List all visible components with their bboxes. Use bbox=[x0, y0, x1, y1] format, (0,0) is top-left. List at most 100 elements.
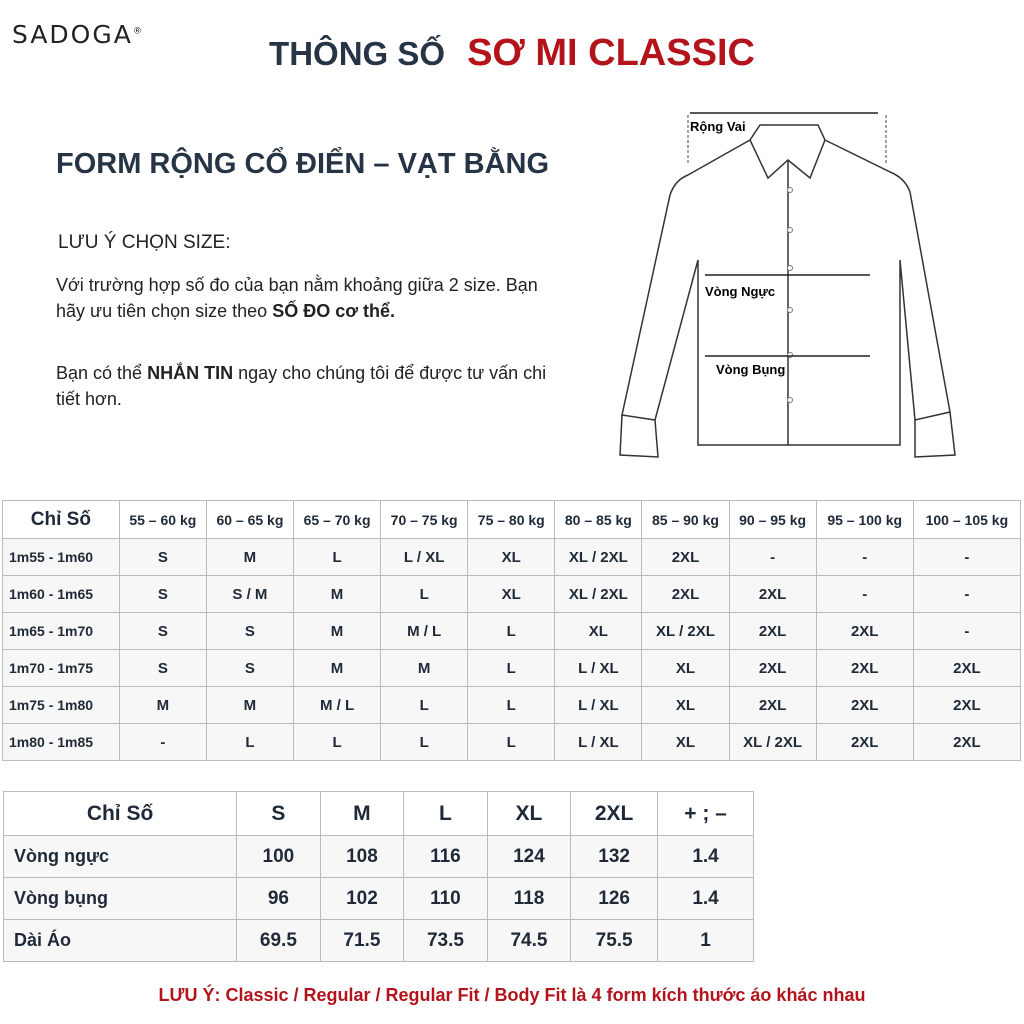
table-cell: L bbox=[467, 612, 556, 650]
table-cell: 1 bbox=[657, 919, 754, 962]
table-cell: 1.4 bbox=[657, 835, 754, 878]
table-cell: XL bbox=[467, 575, 556, 613]
table-cell: S bbox=[118, 612, 207, 650]
shirt-diagram: Rộng Vai Vòng Ngực Vòng Bụng bbox=[619, 112, 956, 458]
page-title: THÔNG SỐ SƠ MI CLASSIC bbox=[269, 32, 755, 74]
table-cell: L bbox=[467, 686, 556, 724]
column-header: 55 – 60 kg bbox=[118, 500, 207, 539]
table-cell: L bbox=[292, 538, 382, 576]
table-cell: 2XL bbox=[912, 686, 1022, 724]
form-title: FORM RỘNG CỔ ĐIỂN – VẠT BẰNG bbox=[56, 148, 550, 180]
table-cell: M / L bbox=[380, 612, 469, 650]
column-header: 65 – 70 kg bbox=[292, 500, 382, 539]
table-cell: - bbox=[815, 575, 914, 613]
table-row: 1m80 - 1m85- L L L L L / XL XL XL / 2XL 2XL 2XL bbox=[2, 723, 1022, 761]
table-cell: L / XL bbox=[380, 538, 469, 576]
table-cell: - bbox=[815, 538, 914, 576]
table-cell: 74.5 bbox=[486, 919, 572, 962]
table-cell: 132 bbox=[570, 835, 659, 878]
label-shoulder: Rộng Vai bbox=[690, 119, 746, 134]
column-header: 2XL bbox=[570, 791, 659, 836]
column-header: L bbox=[403, 791, 488, 836]
table-cell: 2XL bbox=[728, 612, 817, 650]
table-cell: 73.5 bbox=[403, 919, 488, 962]
column-header: 95 – 100 kg bbox=[815, 500, 914, 539]
table-cell: M bbox=[292, 649, 382, 687]
table-cell: 2XL bbox=[815, 686, 914, 724]
column-header: M bbox=[319, 791, 405, 836]
table-cell: S bbox=[118, 649, 207, 687]
table-cell: L / XL bbox=[554, 649, 643, 687]
row-header: 1m55 - 1m60 bbox=[2, 538, 120, 576]
column-header: Chỉ Số bbox=[2, 791, 238, 836]
table-cell: 124 bbox=[486, 835, 572, 878]
table-cell: S / M bbox=[205, 575, 294, 613]
table-cell: S bbox=[118, 575, 207, 613]
table-cell: - bbox=[728, 538, 817, 576]
table-cell: M / L bbox=[292, 686, 382, 724]
table-cell: 96 bbox=[236, 877, 321, 920]
table-cell: 69.5 bbox=[236, 919, 321, 962]
row-header: 1m65 - 1m70 bbox=[2, 612, 120, 650]
table-cell: XL / 2XL bbox=[641, 612, 730, 650]
table-cell: L bbox=[467, 649, 556, 687]
table-cell: 71.5 bbox=[319, 919, 405, 962]
row-header: Dài Áo bbox=[2, 919, 238, 962]
column-header: 60 – 65 kg bbox=[205, 500, 294, 539]
column-header: + ; – bbox=[657, 791, 754, 836]
table-cell: M bbox=[118, 686, 207, 724]
table-cell: XL bbox=[641, 723, 730, 761]
table-cell: XL / 2XL bbox=[554, 575, 643, 613]
table-cell: - bbox=[912, 612, 1022, 650]
table-cell: L bbox=[467, 723, 556, 761]
table-cell: 100 bbox=[236, 835, 321, 878]
column-header: Chỉ Số bbox=[2, 500, 120, 539]
brand-logo: SADOGA® bbox=[12, 20, 142, 49]
table-cell: L bbox=[205, 723, 294, 761]
table-cell: L / XL bbox=[554, 686, 643, 724]
table-cell: S bbox=[118, 538, 207, 576]
table-cell: 2XL bbox=[815, 723, 914, 761]
footer-note: LƯU Ý: Classic / Regular / Regular Fit /… bbox=[158, 985, 866, 1005]
row-header: 1m75 - 1m80 bbox=[2, 686, 120, 724]
column-header: 100 – 105 kg bbox=[912, 500, 1022, 539]
table-cell: 108 bbox=[319, 835, 405, 878]
table-row: Dài Áo 69.5 71.5 73.5 74.5 75.5 1 bbox=[2, 919, 754, 962]
table-row: Vòng bụng 96 102 110 118 126 1.4 bbox=[2, 877, 754, 920]
note-heading: LƯU Ý CHỌN SIZE: bbox=[58, 232, 231, 253]
table-cell: M bbox=[292, 575, 382, 613]
table-cell: M bbox=[380, 649, 469, 687]
table-cell: 102 bbox=[319, 877, 405, 920]
column-header: 90 – 95 kg bbox=[728, 500, 817, 539]
table-cell: XL bbox=[554, 612, 643, 650]
table-cell: 126 bbox=[570, 877, 659, 920]
table-row: 1m55 - 1m60 S M L L / XL XL XL / 2XL 2XL - - - bbox=[2, 538, 1022, 576]
row-header: Vòng bụng bbox=[2, 877, 238, 920]
table-row: 1m60 - 1m65 S S / M M L XL XL / 2XL 2XL 2XL - - bbox=[2, 575, 1022, 613]
column-header: XL bbox=[486, 791, 572, 836]
column-header: 80 – 85 kg bbox=[554, 500, 643, 539]
column-header: 75 – 80 kg bbox=[467, 500, 556, 539]
table-cell: 2XL bbox=[728, 575, 817, 613]
table-cell: 2XL bbox=[815, 649, 914, 687]
table-cell: M bbox=[205, 538, 294, 576]
note-paragraph-1: Với trường hợp số đo của bạn nằm khoảng … bbox=[56, 275, 538, 321]
row-header: Vòng ngực bbox=[2, 835, 238, 878]
table-cell: 2XL bbox=[815, 612, 914, 650]
table-cell: S bbox=[205, 612, 294, 650]
measurement-table: Chỉ Số S M L XL 2XL + ; – Vòng ngực 100 108 116 124… bbox=[2, 791, 754, 962]
table-row: 1m70 - 1m75 S S M M L L / XL XL 2XL 2XL 2XL bbox=[2, 649, 1022, 687]
table-cell: M bbox=[205, 686, 294, 724]
table-cell: XL / 2XL bbox=[728, 723, 817, 761]
table-cell: 75.5 bbox=[570, 919, 659, 962]
table-cell: - bbox=[912, 538, 1022, 576]
table-cell: 2XL bbox=[728, 649, 817, 687]
table-cell: M bbox=[292, 612, 382, 650]
table-cell: L bbox=[380, 575, 469, 613]
table-cell: 2XL bbox=[641, 538, 730, 576]
table-cell: XL / 2XL bbox=[554, 538, 643, 576]
table-cell: XL bbox=[641, 649, 730, 687]
table-cell: S bbox=[205, 649, 294, 687]
table-cell: 1.4 bbox=[657, 877, 754, 920]
table-cell: - bbox=[118, 723, 207, 761]
